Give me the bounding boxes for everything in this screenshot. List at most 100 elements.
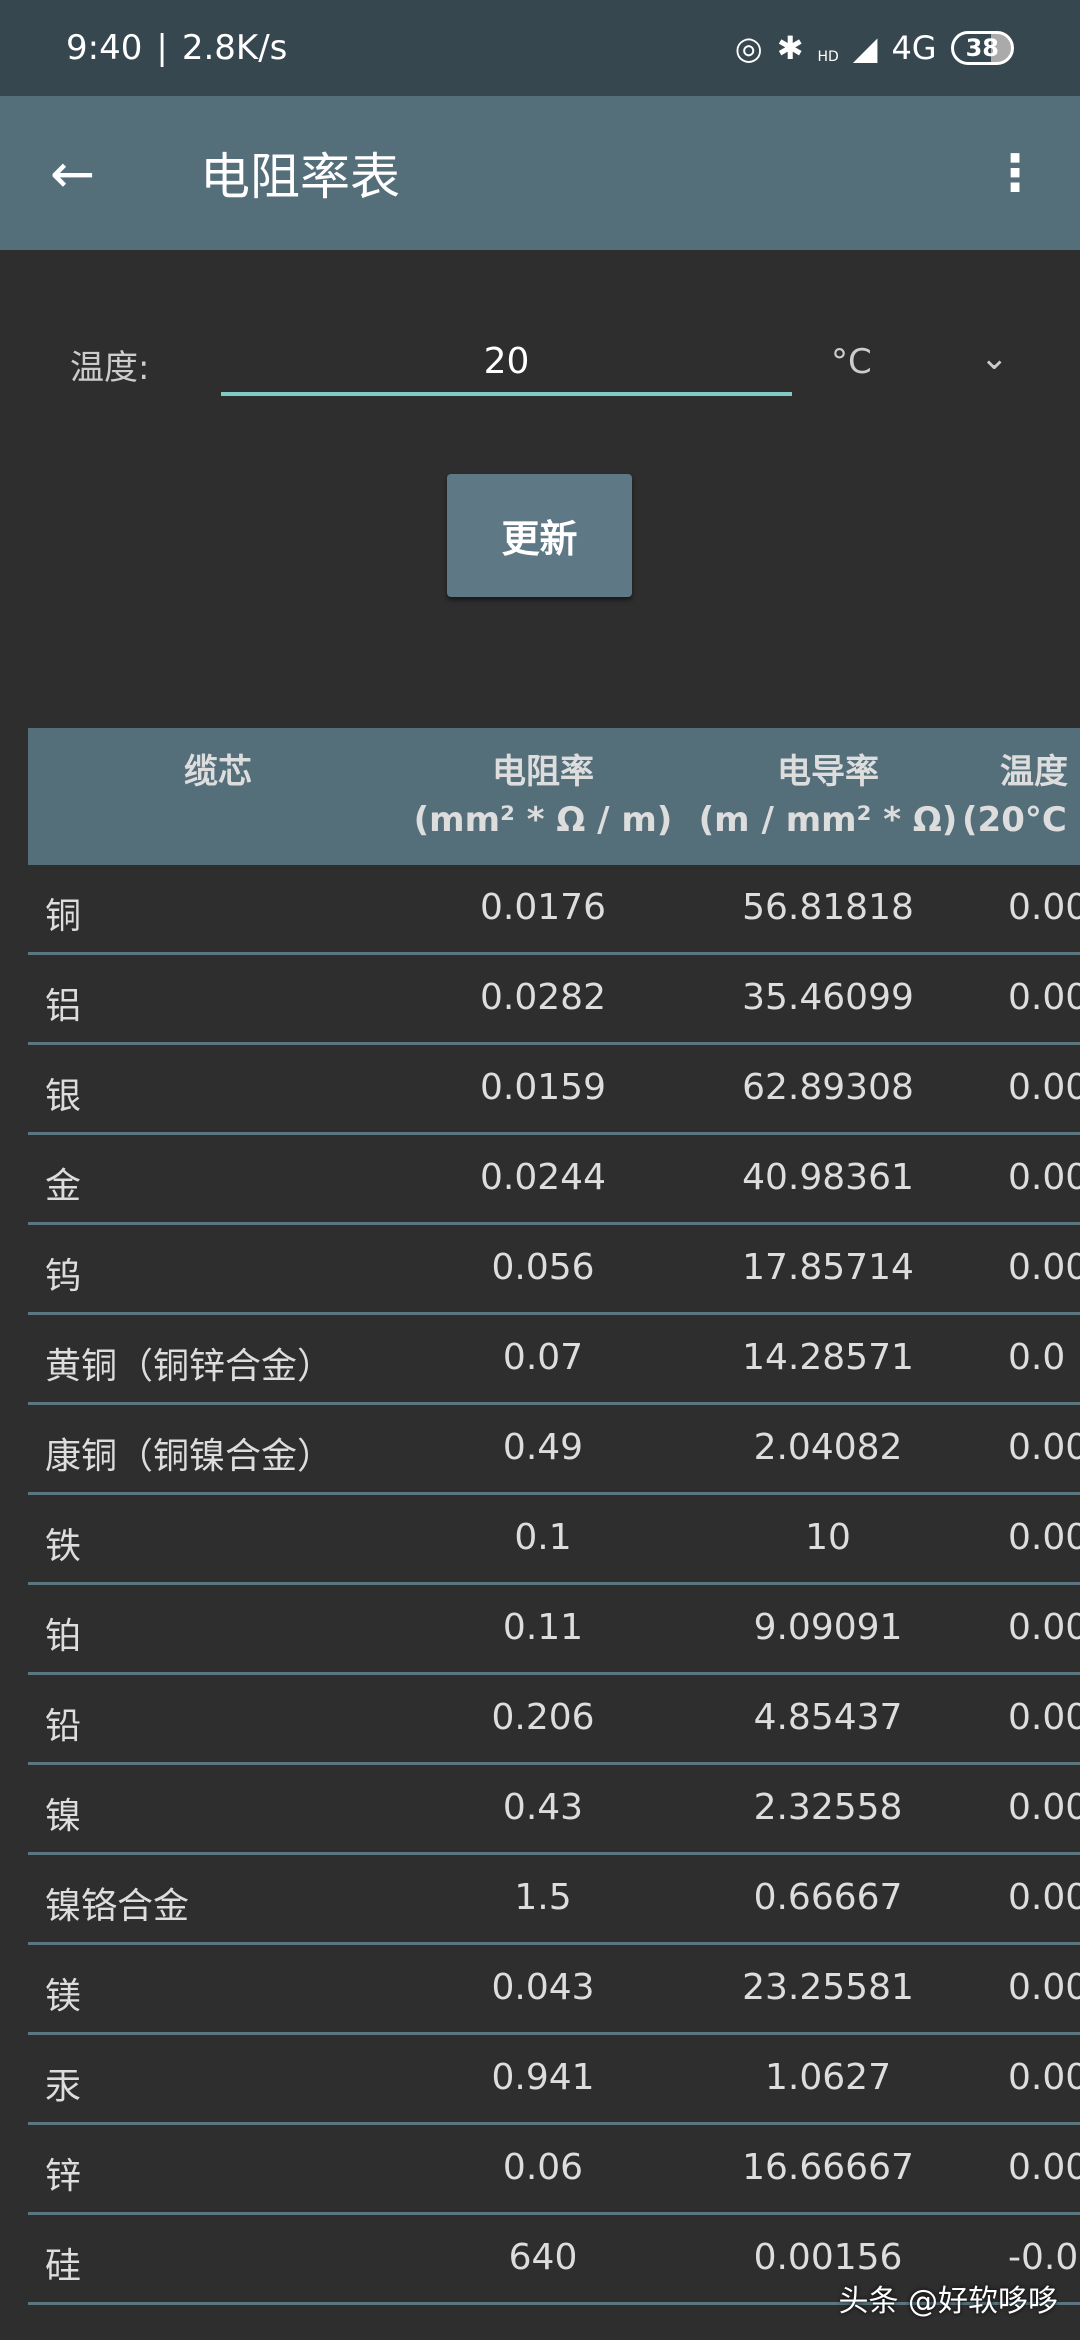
cell-material: 镍 xyxy=(45,1796,82,1837)
divider: | xyxy=(156,28,168,68)
header-temperature: 温度 (20°C - xyxy=(962,748,1080,844)
cell-material: 铜 xyxy=(45,896,82,937)
cell-conductivity: 23.25581 xyxy=(742,1967,914,2008)
cell-resistivity: 0.0176 xyxy=(480,887,606,928)
header-text: 温度 xyxy=(1000,752,1068,792)
cell-conductivity: 35.46099 xyxy=(742,977,914,1018)
cell-conductivity: 4.85437 xyxy=(753,1697,903,1738)
table-row[interactable]: 锌 0.06 16.66667 0.00 xyxy=(28,2125,1080,2215)
table-row[interactable]: 镍 0.43 2.32558 0.00 xyxy=(28,1765,1080,1855)
cell-resistivity: 0.11 xyxy=(502,1607,584,1648)
battery-icon: 38 xyxy=(950,31,1014,65)
temperature-input[interactable] xyxy=(221,330,792,396)
cell-resistivity: 0.1 xyxy=(514,1517,572,1558)
cell-resistivity: 640 xyxy=(508,2237,578,2278)
cell-temp-coef: 0.00 xyxy=(1008,1427,1080,1468)
network-type: 4G xyxy=(891,29,937,67)
table-row[interactable]: 硅 640 0.00156 -0.0 xyxy=(28,2215,1080,2305)
cell-material: 铂 xyxy=(45,1616,82,1657)
table-row[interactable]: 铂 0.11 9.09091 0.00 xyxy=(28,1585,1080,1675)
status-bar: 9:40 | 2.8K/s ◎ ✱ HD ◢ 4G 38 xyxy=(0,0,1080,96)
cell-temp-coef: 0.00 xyxy=(1008,1787,1080,1828)
cell-conductivity: 14.28571 xyxy=(742,1337,914,1378)
cell-material: 金 xyxy=(45,1166,82,1207)
table-row[interactable]: 镍铬合金 1.5 0.66667 0.00 xyxy=(28,1855,1080,1945)
table-row[interactable]: 钨 0.056 17.85714 0.00 xyxy=(28,1225,1080,1315)
cell-conductivity: 17.85714 xyxy=(742,1247,914,1288)
header-unit: (m / mm² * Ω) xyxy=(698,800,958,840)
signal-icon: ◢ xyxy=(852,29,878,67)
cell-resistivity: 0.06 xyxy=(502,2147,584,2188)
header-text: 缆芯 xyxy=(184,752,252,792)
cell-temp-coef: 0.00 xyxy=(1008,1517,1080,1558)
hotspot-icon: ◎ xyxy=(734,29,763,67)
cell-conductivity: 1.0627 xyxy=(765,2057,891,2098)
cell-temp-coef: 0.00 xyxy=(1008,2057,1080,2098)
cell-material: 康铜（铜镍合金） xyxy=(45,1436,334,1477)
cell-conductivity: 62.89308 xyxy=(742,1067,914,1108)
header-text: 电阻率 xyxy=(492,752,594,792)
header-unit: (mm² * Ω / m) xyxy=(413,800,673,840)
table-row[interactable]: 银 0.0159 62.89308 0.00 xyxy=(28,1045,1080,1135)
net-speed: 2.8K/s xyxy=(181,28,288,68)
cell-conductivity: 2.32558 xyxy=(753,1787,903,1828)
cell-resistivity: 0.941 xyxy=(491,2057,595,2098)
cell-temp-coef: 0.0 xyxy=(1008,1337,1066,1378)
cell-conductivity: 9.09091 xyxy=(753,1607,903,1648)
more-vert-icon[interactable]: ⋮ xyxy=(990,144,1040,202)
clock: 9:40 xyxy=(66,28,143,68)
cell-temp-coef: 0.00 xyxy=(1008,887,1080,928)
cell-material: 镁 xyxy=(45,1976,82,2017)
cell-resistivity: 0.056 xyxy=(491,1247,595,1288)
cell-conductivity: 0.00156 xyxy=(753,2237,903,2278)
cell-resistivity: 0.49 xyxy=(502,1427,584,1468)
resistivity-table[interactable]: 缆芯 电阻率 (mm² * Ω / m) 电导率 (m / mm² * Ω) 温度 (… xyxy=(28,728,1080,2305)
cell-conductivity: 16.66667 xyxy=(742,2147,914,2188)
cell-resistivity: 0.043 xyxy=(491,1967,595,2008)
header-conductivity: 电导率 (m / mm² * Ω) xyxy=(688,748,968,844)
cell-material: 硅 xyxy=(45,2246,82,2287)
header-resistivity: 电阻率 (mm² * Ω / m) xyxy=(398,748,688,844)
cell-material: 铝 xyxy=(45,986,82,1027)
table-row[interactable]: 铅 0.206 4.85437 0.00 xyxy=(28,1675,1080,1765)
cell-resistivity: 0.206 xyxy=(491,1697,595,1738)
table-row[interactable]: 康铜（铜镍合金） 0.49 2.04082 0.00 xyxy=(28,1405,1080,1495)
table-row[interactable]: 镁 0.043 23.25581 0.00 xyxy=(28,1945,1080,2035)
watermark: 头条 @好软哆哆 xyxy=(838,2284,1058,2319)
cell-material: 钨 xyxy=(45,1256,82,1297)
temperature-label: 温度: xyxy=(70,348,150,388)
cell-resistivity: 0.0159 xyxy=(480,1067,606,1108)
cell-temp-coef: 0.00 xyxy=(1008,1967,1080,2008)
cell-resistivity: 1.5 xyxy=(514,1877,572,1918)
update-button[interactable]: 更新 xyxy=(447,474,632,597)
cell-temp-coef: 0.00 xyxy=(1008,1247,1080,1288)
page-title: 电阻率表 xyxy=(200,148,400,206)
chevron-down-icon[interactable]: ⌄ xyxy=(980,338,1009,378)
cell-material: 锌 xyxy=(45,2156,82,2197)
cell-resistivity: 0.0282 xyxy=(480,977,606,1018)
cell-resistivity: 0.43 xyxy=(502,1787,584,1828)
bluetooth-icon: ✱ xyxy=(776,29,804,67)
cell-conductivity: 0.66667 xyxy=(753,1877,903,1918)
cell-temp-coef: 0.00 xyxy=(1008,1157,1080,1198)
app-bar: ← 电阻率表 ⋮ xyxy=(0,96,1080,250)
cell-temp-coef: 0.00 xyxy=(1008,1877,1080,1918)
cell-material: 铅 xyxy=(45,1706,82,1747)
cell-material: 银 xyxy=(45,1076,82,1117)
cell-conductivity: 2.04082 xyxy=(753,1427,903,1468)
cell-material: 镍铬合金 xyxy=(45,1886,190,1927)
cell-material: 汞 xyxy=(45,2066,82,2107)
cell-resistivity: 0.0244 xyxy=(480,1157,606,1198)
cell-material: 黄铜（铜锌合金） xyxy=(45,1346,334,1387)
table-row[interactable]: 金 0.0244 40.98361 0.00 xyxy=(28,1135,1080,1225)
table-header: 缆芯 电阻率 (mm² * Ω / m) 电导率 (m / mm² * Ω) 温度 (… xyxy=(28,728,1080,865)
table-row[interactable]: 铝 0.0282 35.46099 0.00 xyxy=(28,955,1080,1045)
unit-select[interactable]: °C xyxy=(831,342,872,382)
cell-temp-coef: 0.00 xyxy=(1008,977,1080,1018)
table-row[interactable]: 黄铜（铜锌合金） 0.07 14.28571 0.0 xyxy=(28,1315,1080,1405)
back-arrow-icon[interactable]: ← xyxy=(50,141,96,205)
table-row[interactable]: 铜 0.0176 56.81818 0.00 xyxy=(28,865,1080,955)
table-row[interactable]: 铁 0.1 10 0.00 xyxy=(28,1495,1080,1585)
header-core: 缆芯 xyxy=(148,748,288,796)
table-row[interactable]: 汞 0.941 1.0627 0.00 xyxy=(28,2035,1080,2125)
